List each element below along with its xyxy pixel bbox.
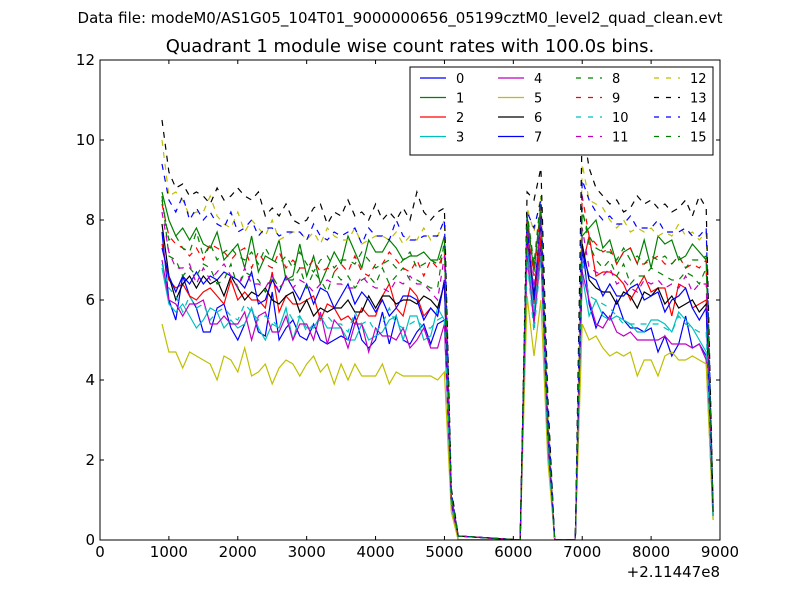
series-line-14	[161, 163, 714, 540]
series-line-10	[161, 255, 714, 540]
x-tick-label: 1000	[150, 543, 188, 561]
y-tick-label: 10	[76, 131, 95, 149]
series-line-4	[161, 251, 714, 540]
legend-label: 12	[690, 72, 707, 87]
axis-ticks: 0 1000 2000 3000 4000 5000 6000 7000 8000 9000 0 2 4…	[76, 51, 739, 561]
legend-label: 2	[456, 111, 464, 126]
legend-label: 11	[612, 131, 629, 146]
x-tick-label: 9000	[701, 543, 739, 561]
x-tick-label: 5000	[425, 543, 463, 561]
x-tick-label: 7000	[563, 543, 601, 561]
series-line-9	[161, 195, 714, 540]
x-tick-label: 2000	[219, 543, 257, 561]
y-tick-label: 8	[85, 211, 95, 229]
legend-label: 3	[456, 131, 464, 146]
series-line-7	[161, 215, 714, 540]
legend-label: 9	[612, 92, 620, 107]
series-line-13	[161, 119, 714, 540]
series-line-12	[161, 139, 714, 540]
legend-label: 8	[612, 72, 620, 87]
legend-label: 0	[456, 72, 464, 87]
series-line-1	[161, 191, 714, 540]
legend-label: 1	[456, 92, 464, 107]
x-tick-label: 0	[95, 543, 105, 561]
y-tick-label: 4	[85, 371, 95, 389]
x-tick-label: 4000	[356, 543, 394, 561]
legend-label: 13	[690, 92, 707, 107]
series-line-11	[161, 211, 714, 540]
legend-label: 6	[534, 111, 542, 126]
x-offset-label: +2.11447e8	[627, 563, 720, 581]
x-tick-label: 3000	[288, 543, 326, 561]
legend-label: 15	[690, 131, 707, 146]
y-tick-label: 2	[85, 451, 95, 469]
x-tick-label: 8000	[632, 543, 670, 561]
series-line-15	[161, 199, 714, 540]
y-tick-label: 6	[85, 291, 95, 309]
series-line-2	[161, 227, 714, 540]
legend-box	[409, 66, 714, 156]
x-tick-label: 6000	[494, 543, 532, 561]
legend-label: 7	[534, 131, 542, 146]
series-line-0	[161, 231, 714, 540]
legend-label: 14	[690, 111, 707, 126]
y-tick-label: 0	[85, 531, 95, 549]
figure-title: Data file: modeM0/AS1G05_104T01_90000006…	[77, 9, 723, 27]
series-line-3	[161, 247, 714, 540]
y-tick-label: 12	[76, 51, 95, 69]
legend-label: 5	[534, 92, 542, 107]
series-line-6	[161, 219, 714, 540]
series-line-5	[161, 295, 714, 540]
legend-label: 10	[612, 111, 629, 126]
legend-label: 4	[534, 72, 542, 87]
chart-title: Quadrant 1 module wise count rates with …	[165, 36, 655, 57]
plot-area	[161, 119, 714, 540]
series-line-8	[161, 195, 714, 540]
